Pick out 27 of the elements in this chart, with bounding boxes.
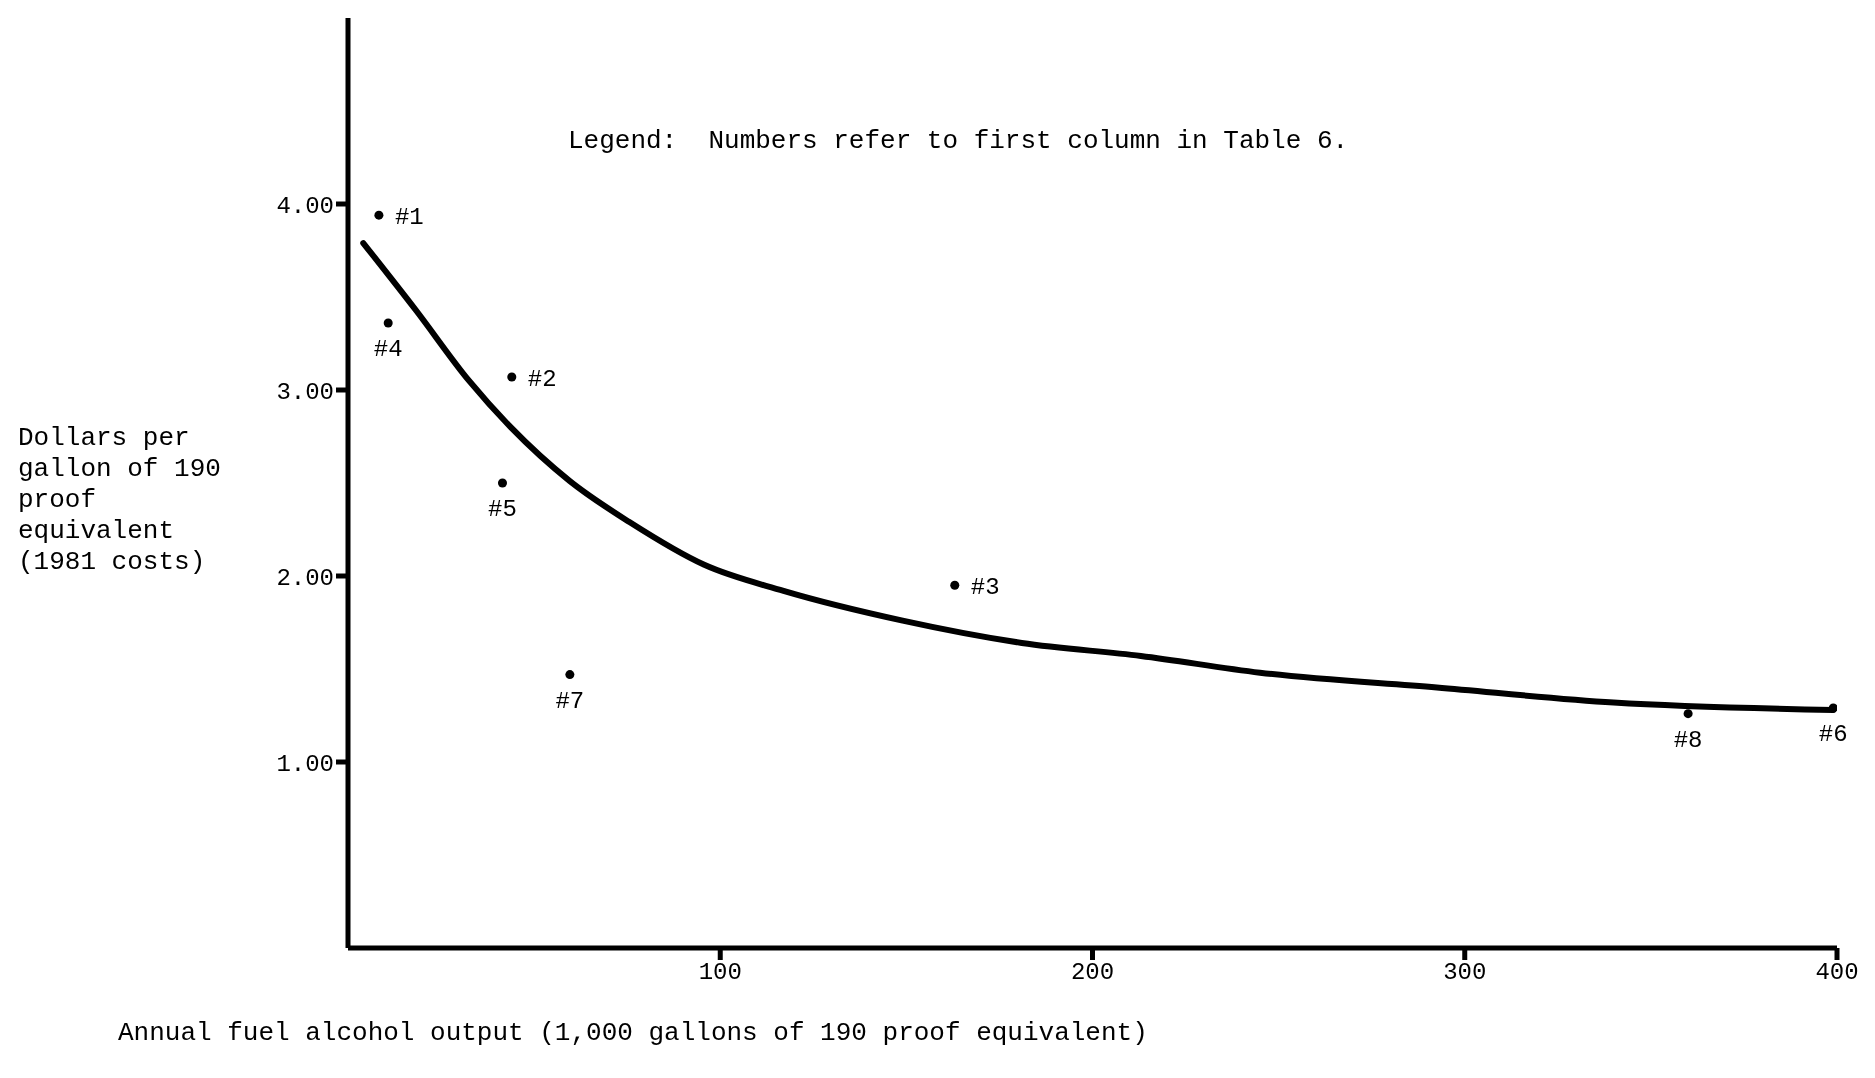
point <box>497 478 507 488</box>
annotation: #4 <box>373 336 403 364</box>
annotation: #3 <box>970 573 1000 601</box>
annotation: #5 <box>488 496 517 524</box>
annotation: #6 <box>1818 721 1848 749</box>
annotation: #1 <box>394 203 424 231</box>
point <box>383 318 393 328</box>
point <box>950 580 960 590</box>
x-axis-title: Annual fuel alcohol output (1,000 gallons of 190 proof equivalent) <box>118 1018 1148 1048</box>
annotation: #8 <box>1673 726 1703 754</box>
x-tick-label: 400 <box>1815 959 1859 987</box>
y-tick-label: 3.00 <box>276 378 334 406</box>
point <box>1828 703 1837 713</box>
x-tick-label: 300 <box>1443 959 1487 987</box>
point <box>507 372 517 382</box>
y-tick-label: 1.00 <box>276 750 334 778</box>
annotation: #7 <box>555 687 585 715</box>
annotation: Legend: Numbers refer to first column in Table 6. <box>568 126 1349 156</box>
point <box>1683 709 1693 719</box>
point <box>565 670 575 680</box>
y-tick-label: 4.00 <box>276 192 334 220</box>
x-tick-label: 200 <box>1070 959 1115 987</box>
y-axis-title: Dollars per gallon of 190 proof equivalent (1981 costs) <box>18 423 222 578</box>
annotation: #2 <box>527 365 557 393</box>
point <box>374 210 384 220</box>
y-tick-label: 2.00 <box>276 564 334 592</box>
x-tick-label: 100 <box>698 959 742 987</box>
